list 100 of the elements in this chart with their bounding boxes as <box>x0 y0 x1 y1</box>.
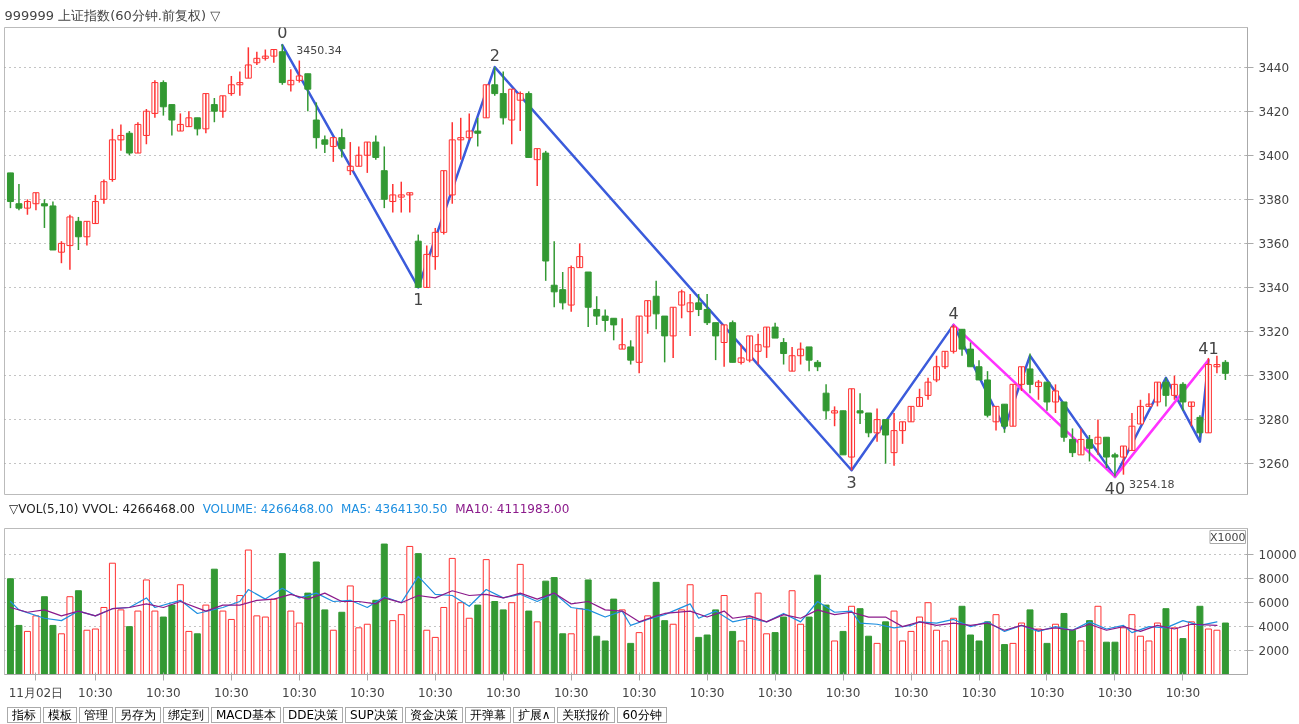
candlestick <box>491 66 499 97</box>
bar <box>1043 642 1051 675</box>
bar <box>202 604 210 675</box>
y-tick-label: 3300 <box>1258 369 1290 384</box>
bar <box>1179 638 1187 675</box>
x-tick-label: 10:30 <box>1029 685 1065 700</box>
candlestick <box>882 418 890 465</box>
bar <box>1196 605 1204 675</box>
text: MA5: 4364130.50 <box>340 502 448 516</box>
x-tick-label: 10:30 <box>417 685 453 700</box>
bar <box>729 630 737 675</box>
candlestick <box>406 191 414 214</box>
x-tick-label: 10:30 <box>1097 685 1133 700</box>
candlestick <box>627 339 635 366</box>
line-series <box>9 575 1218 634</box>
candlestick <box>593 295 601 326</box>
text: VOLUME: 4266468.00 <box>202 502 334 516</box>
bar <box>873 642 881 675</box>
bar <box>1035 628 1042 675</box>
y-tick-label: 3360 <box>1258 236 1290 251</box>
y-tick-label: 3320 <box>1258 324 1290 339</box>
text: 指标 <box>7 707 41 723</box>
text: SUP决策 <box>345 707 403 723</box>
bar <box>304 592 312 675</box>
y-tick-label: 8000 <box>1258 572 1290 587</box>
annotation: 3 <box>846 473 857 493</box>
bar <box>542 580 550 675</box>
bar <box>125 626 133 675</box>
bar <box>414 553 422 675</box>
y-tick-label: 3380 <box>1258 192 1290 207</box>
y-tick-label: 3420 <box>1258 104 1290 119</box>
bar <box>74 590 82 675</box>
bar <box>338 611 346 675</box>
bar <box>491 601 499 675</box>
bar <box>499 609 507 675</box>
x-tick-label: 10:30 <box>282 685 317 700</box>
text: MA10: 4111983.00 <box>455 502 570 516</box>
y-tick-label: 3400 <box>1258 148 1290 163</box>
x-tick-label: 10:30 <box>621 685 657 700</box>
annotation: X1000 <box>1209 530 1246 544</box>
text: 关联报价 <box>557 707 616 723</box>
x-tick-label: 10:30 <box>214 685 249 700</box>
bar <box>193 633 201 675</box>
bar <box>423 629 431 675</box>
bar <box>465 617 473 675</box>
annotation: 41 <box>1198 339 1219 359</box>
annotation: 40 <box>1104 479 1126 499</box>
y-tick-label: 3260 <box>1258 457 1290 472</box>
bar <box>720 595 728 675</box>
bar <box>287 610 295 675</box>
bar <box>1162 608 1170 675</box>
chart-title: ▽VOL(5,10) VVOL: 4266468.00 <box>9 502 195 516</box>
bar <box>525 610 533 675</box>
bar <box>695 636 703 675</box>
candlestick <box>295 59 303 84</box>
bar <box>516 563 524 675</box>
candlestick <box>839 410 847 456</box>
bar <box>389 620 397 675</box>
text: 另存为 <box>115 707 161 723</box>
candlestick <box>244 46 252 79</box>
bar <box>482 559 490 675</box>
candlestick <box>678 288 686 320</box>
y-tick-label: 4000 <box>1258 620 1290 635</box>
bar <box>1086 620 1093 675</box>
text: 60分钟 <box>617 707 667 723</box>
annotation: 4 <box>948 303 959 323</box>
bar <box>1052 623 1059 675</box>
x-tick-label: 10:30 <box>825 685 861 700</box>
bar <box>848 605 856 675</box>
x-tick-label: 10:30 <box>689 685 725 700</box>
x-tick-label: 10:30 <box>350 685 385 700</box>
bar <box>831 640 839 675</box>
y-tick-label: 3280 <box>1258 413 1290 428</box>
bar <box>627 642 635 675</box>
text: 管理 <box>79 707 113 723</box>
text: 扩展∧ <box>512 707 556 723</box>
x-tick-label: 10:30 <box>78 685 113 700</box>
x-tick-label: 10:30 <box>553 685 589 700</box>
candlestick <box>831 405 839 427</box>
bar <box>1187 621 1195 675</box>
bar <box>474 604 482 675</box>
text: DDE决策 <box>282 707 344 723</box>
annotation: 1 <box>413 290 424 310</box>
y-tick-label: 3340 <box>1258 280 1290 295</box>
bar <box>686 584 694 675</box>
bar <box>372 599 380 675</box>
text: 绑定到 <box>163 707 209 723</box>
y-tick-label: 6000 <box>1258 596 1290 611</box>
x-tick-label: 10:30 <box>893 685 929 700</box>
bar <box>1026 609 1034 675</box>
candlestick <box>661 315 669 364</box>
bar <box>508 602 516 675</box>
y-tick-label: 2000 <box>1258 644 1290 659</box>
x-tick-label: 10:30 <box>485 685 521 700</box>
bar <box>295 622 303 675</box>
candlestick <box>329 136 337 163</box>
bar <box>618 609 626 675</box>
candlestick <box>40 198 48 229</box>
text: 资金决策 <box>404 707 463 723</box>
bar <box>1094 605 1102 675</box>
